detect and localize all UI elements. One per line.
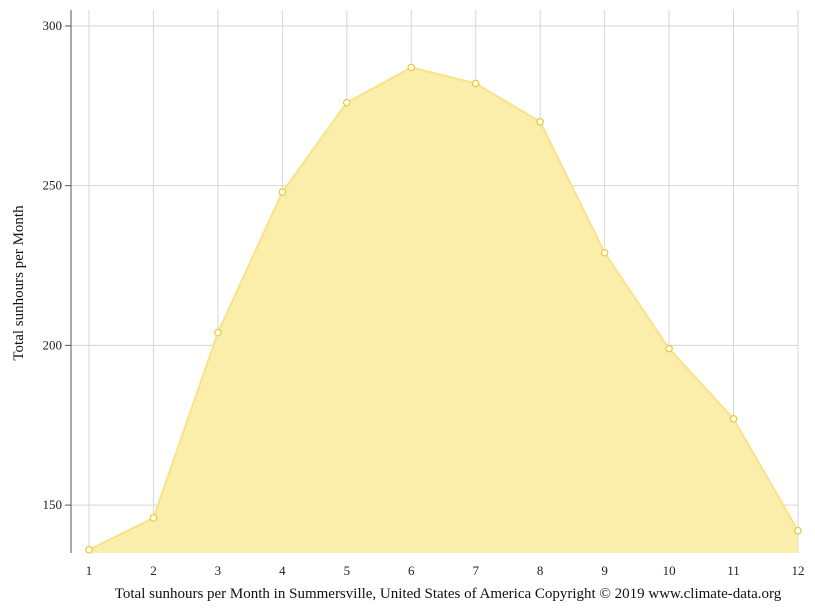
data-point-6: [407, 63, 416, 72]
x-tick-label-9: 9: [601, 563, 608, 578]
area-series: [88, 66, 799, 554]
x-tick-label-11: 11: [727, 563, 740, 578]
y-tick-label-250: 250: [43, 178, 63, 193]
x-tick-label-2: 2: [150, 563, 157, 578]
x-tick-label-10: 10: [663, 563, 676, 578]
x-tick-label-1: 1: [86, 563, 93, 578]
x-tick-label-6: 6: [408, 563, 415, 578]
chart-caption: Total sunhours per Month in Summersville…: [115, 586, 782, 602]
y-tick-label-300: 300: [43, 18, 63, 33]
x-tick-label-8: 8: [537, 563, 544, 578]
axes: [65, 10, 72, 553]
data-point-9: [600, 248, 609, 257]
y-tick-label-200: 200: [43, 337, 63, 352]
data-point-10: [665, 344, 673, 353]
data-point-7: [471, 79, 480, 88]
data-point-12: [794, 526, 802, 535]
series-line: [88, 66, 799, 551]
data-point-2: [149, 514, 158, 522]
data-point-5: [343, 98, 351, 107]
data-point-11: [729, 415, 738, 423]
x-tick-label-5: 5: [344, 563, 351, 578]
data-point-3: [214, 328, 222, 337]
data-point-1: [85, 546, 93, 554]
data-points: [85, 63, 802, 554]
data-point-4: [278, 188, 287, 196]
x-tick-label-12: 12: [792, 563, 805, 578]
x-tick-label-7: 7: [472, 563, 479, 578]
x-tick-label-4: 4: [279, 563, 286, 578]
x-tick-label-3: 3: [215, 563, 222, 578]
y-axis-title: Total sunhours per Month: [11, 205, 27, 361]
y-tick-label-150: 150: [43, 497, 63, 512]
area-fill: [89, 67, 798, 554]
data-point-8: [536, 117, 544, 126]
